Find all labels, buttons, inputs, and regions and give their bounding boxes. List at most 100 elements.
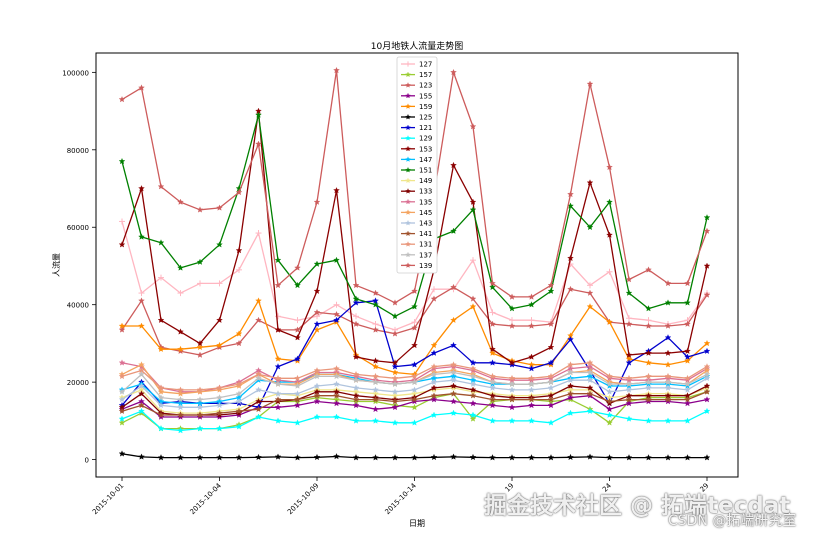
- data-point: [528, 365, 535, 372]
- data-point: [157, 413, 165, 420]
- data-point: [405, 251, 411, 258]
- data-point: [235, 247, 243, 254]
- data-point: [606, 198, 613, 205]
- data-point: [196, 454, 204, 461]
- legend-entry: 155: [401, 92, 432, 100]
- data-point: [528, 293, 535, 300]
- data-point: [586, 453, 594, 460]
- data-point: [196, 411, 204, 418]
- data-point: [216, 394, 223, 401]
- data-point: [255, 140, 262, 147]
- data-point: [235, 411, 243, 418]
- data-point: [235, 423, 243, 430]
- data-point: [606, 382, 613, 389]
- data-point: [664, 378, 672, 385]
- data-point: [703, 291, 711, 298]
- y-tick-label: 20000: [67, 379, 89, 387]
- data-point: [411, 419, 418, 426]
- data-point: [411, 396, 418, 403]
- data-point: [625, 374, 633, 382]
- data-point: [313, 287, 321, 294]
- data-point: [119, 218, 125, 225]
- data-point: [606, 454, 613, 461]
- y-tick-label: 100000: [62, 69, 89, 77]
- data-point: [625, 380, 633, 387]
- data-point: [391, 369, 399, 376]
- data-point: [469, 123, 477, 130]
- data-point: [177, 198, 184, 205]
- data-point: [684, 357, 691, 364]
- data-point: [372, 454, 379, 461]
- data-point: [450, 398, 457, 405]
- data-point: [586, 376, 594, 383]
- data-point: [196, 386, 204, 393]
- data-point: [625, 454, 633, 461]
- data-point: [664, 396, 672, 403]
- y-tick-label: 40000: [67, 302, 89, 310]
- data-point: [313, 320, 321, 327]
- data-point: [313, 367, 321, 374]
- data-point: [118, 388, 126, 395]
- data-point: [353, 313, 359, 320]
- data-point: [645, 384, 652, 391]
- data-point: [313, 260, 321, 267]
- data-point: [567, 336, 574, 343]
- legend-entry: 147: [401, 156, 432, 164]
- data-point: [547, 384, 555, 391]
- data-point: [352, 299, 360, 306]
- data-point: [567, 453, 574, 461]
- data-point: [684, 299, 691, 306]
- data-point: [157, 183, 165, 190]
- data-point: [626, 315, 632, 322]
- data-point: [606, 419, 613, 426]
- legend-entry: 143: [401, 220, 432, 228]
- data-point: [664, 454, 672, 461]
- data-point: [196, 343, 204, 351]
- data-point: [450, 453, 457, 460]
- data-point: [489, 378, 496, 385]
- data-point: [469, 400, 477, 407]
- data-point: [157, 402, 165, 409]
- data-point: [313, 392, 321, 399]
- data-point: [391, 403, 399, 410]
- legend-entry: 123: [401, 82, 432, 90]
- data-point: [547, 454, 555, 461]
- data-point: [469, 386, 477, 393]
- data-point: [274, 256, 282, 263]
- data-point: [450, 283, 457, 291]
- data-point: [235, 330, 243, 337]
- data-point: [528, 386, 535, 393]
- data-point: [645, 396, 652, 403]
- data-point: [352, 320, 360, 327]
- data-point: [274, 355, 282, 362]
- data-point: [216, 454, 223, 461]
- data-point: [684, 454, 691, 461]
- data-point: [684, 400, 691, 407]
- data-point: [625, 415, 633, 422]
- data-point: [586, 407, 594, 414]
- data-point: [405, 241, 411, 247]
- data-point: [508, 374, 516, 382]
- data-point: [391, 299, 399, 306]
- legend-label: 137: [419, 251, 432, 259]
- data-point: [274, 390, 282, 397]
- data-point: [411, 372, 418, 380]
- data-point: [235, 409, 243, 416]
- y-axis-label: 人流量: [51, 253, 61, 277]
- data-point: [684, 386, 691, 393]
- data-point: [411, 324, 418, 331]
- data-point: [274, 363, 282, 370]
- data-point: [430, 411, 438, 418]
- data-point: [118, 241, 126, 248]
- data-point: [567, 190, 574, 198]
- data-point: [372, 405, 379, 413]
- data-point: [333, 316, 340, 323]
- data-point: [352, 281, 360, 289]
- data-point: [606, 398, 613, 405]
- data-point: [274, 403, 282, 410]
- data-point: [625, 386, 633, 393]
- data-point: [411, 403, 418, 410]
- data-point: [405, 220, 411, 226]
- data-point: [372, 321, 379, 328]
- data-point: [138, 407, 145, 414]
